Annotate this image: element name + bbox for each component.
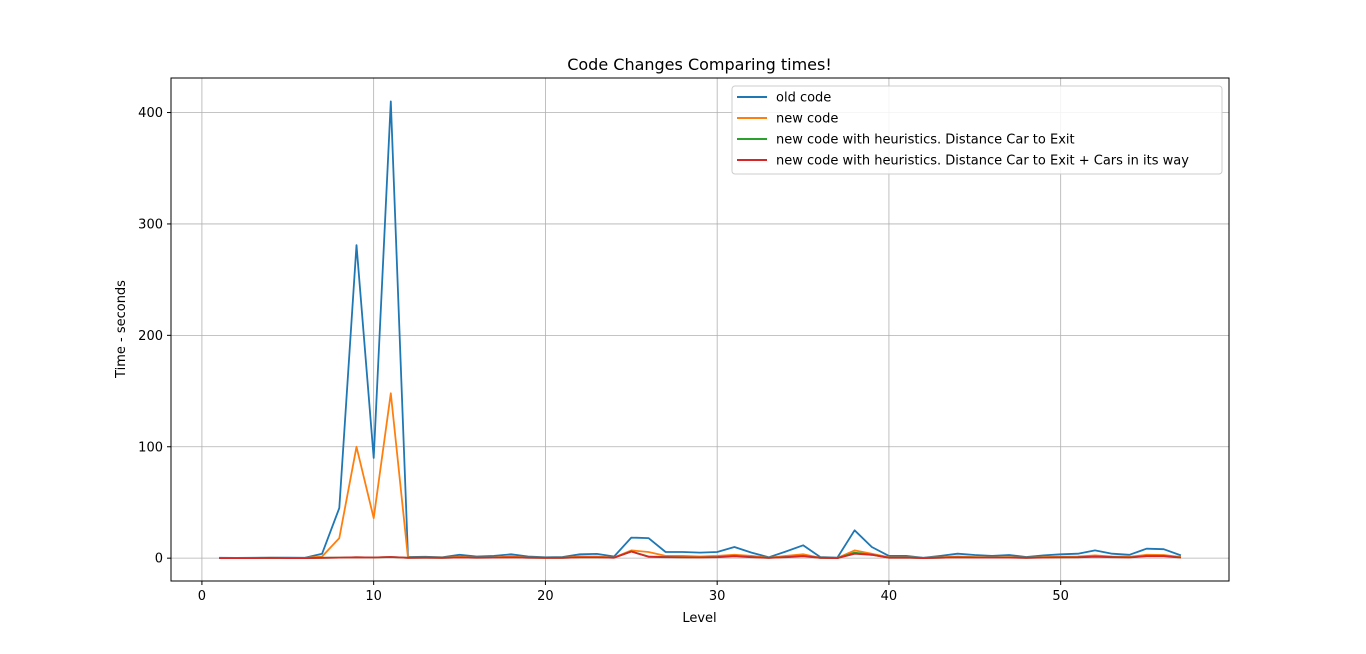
plot-frame: [170, 77, 1230, 582]
legend-entry: old code: [776, 91, 831, 106]
x-axis-label: Level: [682, 611, 716, 626]
y-axis-label: Time - seconds: [114, 280, 129, 379]
y-axis-ticks: 0 100 200 300 400: [138, 106, 171, 567]
legend-box: [731, 85, 1223, 175]
series-line-1: [219, 100, 1182, 559]
legend-entry: new code with heuristics. Distance Car t…: [776, 154, 1189, 169]
x-axis-ticks: 0 10 20 30 40 50: [198, 581, 1069, 604]
x-tick-label: 10: [365, 589, 382, 604]
y-tick-label: 300: [138, 217, 163, 232]
x-tick-label: 50: [1052, 589, 1069, 604]
y-tick-label: 0: [155, 552, 163, 567]
series-line-2: [219, 392, 1182, 559]
series-line-4: [219, 550, 1181, 559]
chart-title: Code Changes Comparing times!: [567, 55, 832, 74]
legend: old code new code new code with heuristics…: [731, 85, 1223, 175]
y-tick-label: 400: [138, 106, 163, 121]
y-tick-label: 200: [138, 329, 163, 344]
y-tick-label: 100: [138, 440, 163, 455]
x-tick-label: 30: [709, 589, 726, 604]
x-tick-label: 20: [537, 589, 554, 604]
series-lines: [219, 100, 1182, 559]
legend-entry: new code with heuristics. Distance Car t…: [776, 133, 1075, 148]
x-tick-label: 40: [881, 589, 898, 604]
x-tick-label: 0: [198, 589, 206, 604]
legend-entry: new code: [776, 112, 838, 127]
